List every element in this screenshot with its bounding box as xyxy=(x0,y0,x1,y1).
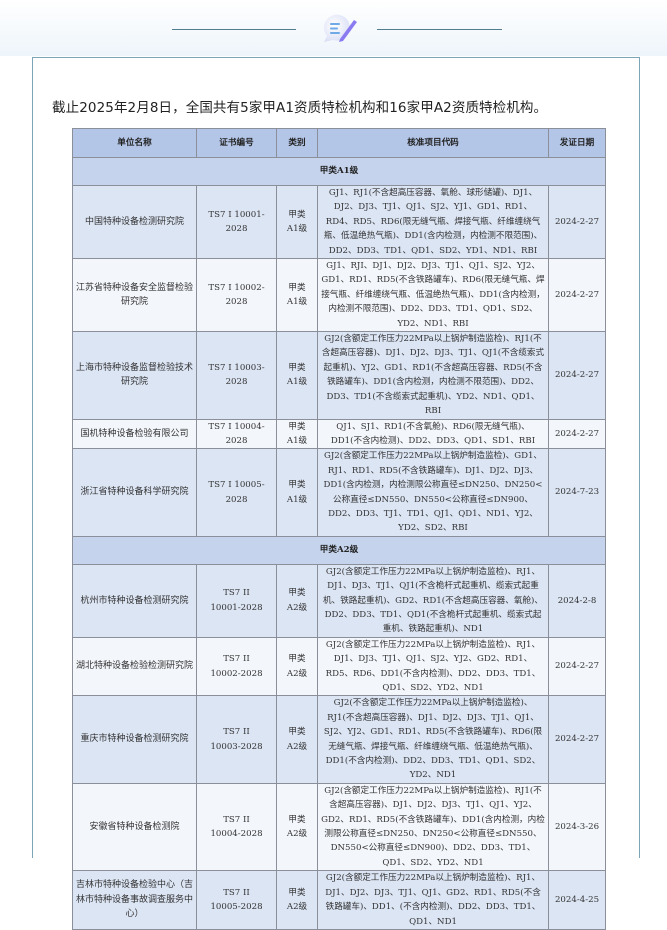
cell-date: 2024-2-27 xyxy=(548,184,606,260)
cell-date: 2024-2-8 xyxy=(548,563,606,638)
table-row: 江苏省特种设备安全监督检验研究院 TS7 I 10002-2028 甲类 A1级 GJ… xyxy=(72,258,606,333)
cell-codes: GJ2(含额定工作压力22MPa以上锅炉制造监检)、GD1、RJ1、RD1、RD… xyxy=(317,448,549,537)
cell-type: 甲类 A1级 xyxy=(276,448,318,537)
cell-type: 甲类 A1级 xyxy=(276,331,318,420)
cell-type: 甲类 A2级 xyxy=(276,870,318,930)
cell-date: 2024-2-27 xyxy=(548,695,606,784)
cell-cert: TS7 I 10003-2028 xyxy=(196,331,277,420)
cell-date: 2024-2-27 xyxy=(548,636,606,697)
table-row: 湖北特种设备检验检测研究院 TS7 II 10002-2028 甲类 A2级 GJ2(… xyxy=(72,636,606,697)
cell-name: 湖北特种设备检验检测研究院 xyxy=(72,636,197,697)
cell-name: 中国特种设备检测研究院 xyxy=(72,184,197,260)
cell-cert: TS7 I 10004-2028 xyxy=(196,418,277,450)
cell-codes: GJ2(含额定工作压力22MPa以上锅炉制造监检)、RJ1、DJ1、DJ3、TJ… xyxy=(317,563,549,638)
cell-cert: TS7 II 10001-2028 xyxy=(196,563,277,638)
section-title: 甲类A2级 xyxy=(72,535,606,565)
intro-text: 截止2025年2月8日，全国共有5家甲A1资质特检机构和16家甲A2资质特检机构… xyxy=(52,100,548,116)
divider-left xyxy=(172,29,296,30)
cell-name: 上海市特种设备监督检验技术研究院 xyxy=(72,331,197,420)
cell-codes: GJ2(含额定工作压力22MPa以上锅炉制造监检)、RJ1(不含超高压容器)、D… xyxy=(317,331,549,420)
cell-cert: TS7 I 10002-2028 xyxy=(196,258,277,333)
cell-date: 2024-4-25 xyxy=(548,870,606,930)
column-header: 发证日期 xyxy=(548,128,606,158)
cell-codes: GJ2(不含额定工作压力22MPa以上锅炉制造监检)、RJ1(不含超高压容器)、… xyxy=(317,695,549,784)
cell-type: 甲类 A1级 xyxy=(276,184,318,260)
section-row: 甲类A1级 xyxy=(72,157,606,186)
table-row: 杭州市特种设备检测研究院 TS7 II 10001-2028 甲类 A2级 GJ2(含… xyxy=(72,563,606,638)
cell-name: 国机特种设备检验有限公司 xyxy=(72,418,197,450)
section-row: 甲类A2级 xyxy=(72,535,606,565)
cell-name: 安徽省特种设备检测院 xyxy=(72,782,197,872)
cell-date: 2024-3-26 xyxy=(548,782,606,872)
cell-codes: GJ1、RJI、DJ1、DJ2、DJ3、TJ1、QJ1、SJ2、YJ2、GD1、… xyxy=(317,258,549,333)
cell-codes: GJ1、RJ1(不含超高压容器、氧舱、球形储罐)、DJ1、DJ2、DJ3、TJ1… xyxy=(317,184,549,260)
cell-cert: TS7 II 10005-2028 xyxy=(196,870,277,930)
cell-type: 甲类 A2级 xyxy=(276,636,318,697)
column-header: 单位名称 xyxy=(72,128,197,158)
table-row: 上海市特种设备监督检验技术研究院 TS7 I 10003-2028 甲类 A1级 GJ… xyxy=(72,331,606,420)
column-header: 类别 xyxy=(276,128,318,158)
table-header-row: 单位名称 证书编号 类别 核准项目代码 发证日期 xyxy=(72,128,606,158)
cell-type: 甲类 A1级 xyxy=(276,258,318,333)
cell-type: 甲类 A2级 xyxy=(276,782,318,872)
cell-cert: TS7 II 10004-2028 xyxy=(196,782,277,872)
cell-type: 甲类 A2级 xyxy=(276,695,318,784)
table-row: 国机特种设备检验有限公司 TS7 I 10004-2028 甲类 A1级 QJ1、SJ… xyxy=(72,418,606,450)
cell-codes: GJ2(含额定工作压力22MPa以上锅炉制造监检)、RJ1(不含超高压容器)、D… xyxy=(317,782,549,872)
cell-cert: TS7 II 10002-2028 xyxy=(196,636,277,697)
cell-date: 2024-2-27 xyxy=(548,331,606,420)
cell-codes: GJ2(含额定工作压力22MPa以上锅炉制造监检)、RJ1、DJ1、DJ3、TJ… xyxy=(317,636,549,697)
cell-codes: GJ2(含额定工作压力22MPa以上锅炉制造监检)、RJ1、DJ1、DJ2、DJ… xyxy=(317,870,549,930)
table-row: 吉林市特种设备检验中心（吉林市特种设备事故调查服务中心） TS7 II 10005… xyxy=(72,870,606,930)
cell-name: 浙江省特种设备科学研究院 xyxy=(72,448,197,537)
section-title: 甲类A1级 xyxy=(72,157,606,186)
column-header: 核准项目代码 xyxy=(317,128,549,158)
cell-name: 吉林市特种设备检验中心（吉林市特种设备事故调查服务中心） xyxy=(72,870,197,930)
cell-type: 甲类 A1级 xyxy=(276,418,318,450)
cell-name: 杭州市特种设备检测研究院 xyxy=(72,563,197,638)
table-row: 安徽省特种设备检测院 TS7 II 10004-2028 甲类 A2级 GJ2(含额定… xyxy=(72,782,606,872)
divider-right xyxy=(377,29,502,30)
cell-date: 2024-2-27 xyxy=(548,418,606,450)
cell-cert: TS7 I 10005-2028 xyxy=(196,448,277,537)
table-row: 中国特种设备检测研究院 TS7 I 10001-2028 甲类 A1级 GJ1、RJ1… xyxy=(72,184,606,260)
cell-cert: TS7 I 10001-2028 xyxy=(196,184,277,260)
cell-date: 2024-7-23 xyxy=(548,448,606,537)
table-row: 浙江省特种设备科学研究院 TS7 I 10005-2028 甲类 A1级 GJ2(含额… xyxy=(72,448,606,537)
cell-name: 江苏省特种设备安全监督检验研究院 xyxy=(72,258,197,333)
table-row: 重庆市特种设备检测研究院 TS7 II 10003-2028 甲类 A2级 GJ2(不… xyxy=(72,695,606,784)
cell-name: 重庆市特种设备检测研究院 xyxy=(72,695,197,784)
cell-cert: TS7 II 10003-2028 xyxy=(196,695,277,784)
cell-type: 甲类 A2级 xyxy=(276,563,318,638)
note-pen-icon xyxy=(323,14,357,42)
cell-date: 2024-2-27 xyxy=(548,258,606,333)
cell-codes: QJ1、SJ1、RD1(不含氧舱)、RD6(限无缝气瓶)、DD1(不含内检测)、… xyxy=(317,418,549,450)
column-header: 证书编号 xyxy=(196,128,277,158)
institution-table: 单位名称 证书编号 类别 核准项目代码 发证日期 甲类A1级 中国特种设备检测研究… xyxy=(72,128,606,930)
